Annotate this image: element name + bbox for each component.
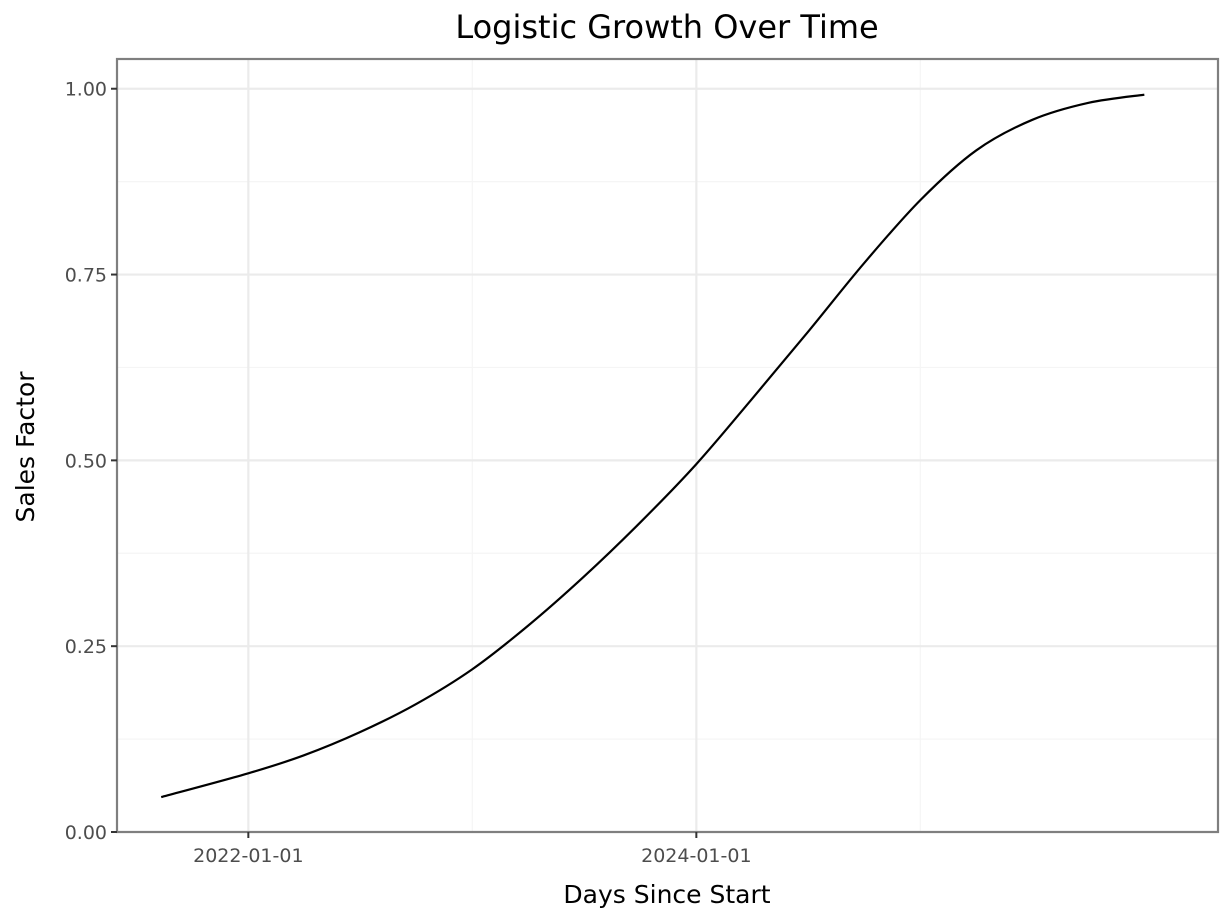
y-tick-label: 0.75 — [65, 265, 107, 287]
major-gridlines — [117, 59, 1218, 834]
logistic-curve-line — [160, 93, 1145, 799]
y-tick-label: 0.50 — [65, 450, 107, 472]
panel-border — [115, 57, 1220, 834]
minor-gridlines — [117, 59, 1218, 832]
y-axis-title: Sales Factor — [11, 371, 40, 523]
x-axis-title: Days Since Start — [563, 880, 770, 909]
x-tick-label: 2024-01-01 — [641, 845, 751, 867]
chart-title: Logistic Growth Over Time — [455, 8, 878, 46]
axis-ticks: 0.00 0.25 0.50 0.75 1.00 2022-01-01 2024-01-01 — [65, 79, 752, 867]
x-tick-label: 2022-01-01 — [193, 845, 303, 867]
y-tick-label: 0.25 — [65, 636, 107, 658]
y-tick-label: 0.00 — [65, 822, 107, 844]
y-tick-label: 1.00 — [65, 79, 107, 101]
